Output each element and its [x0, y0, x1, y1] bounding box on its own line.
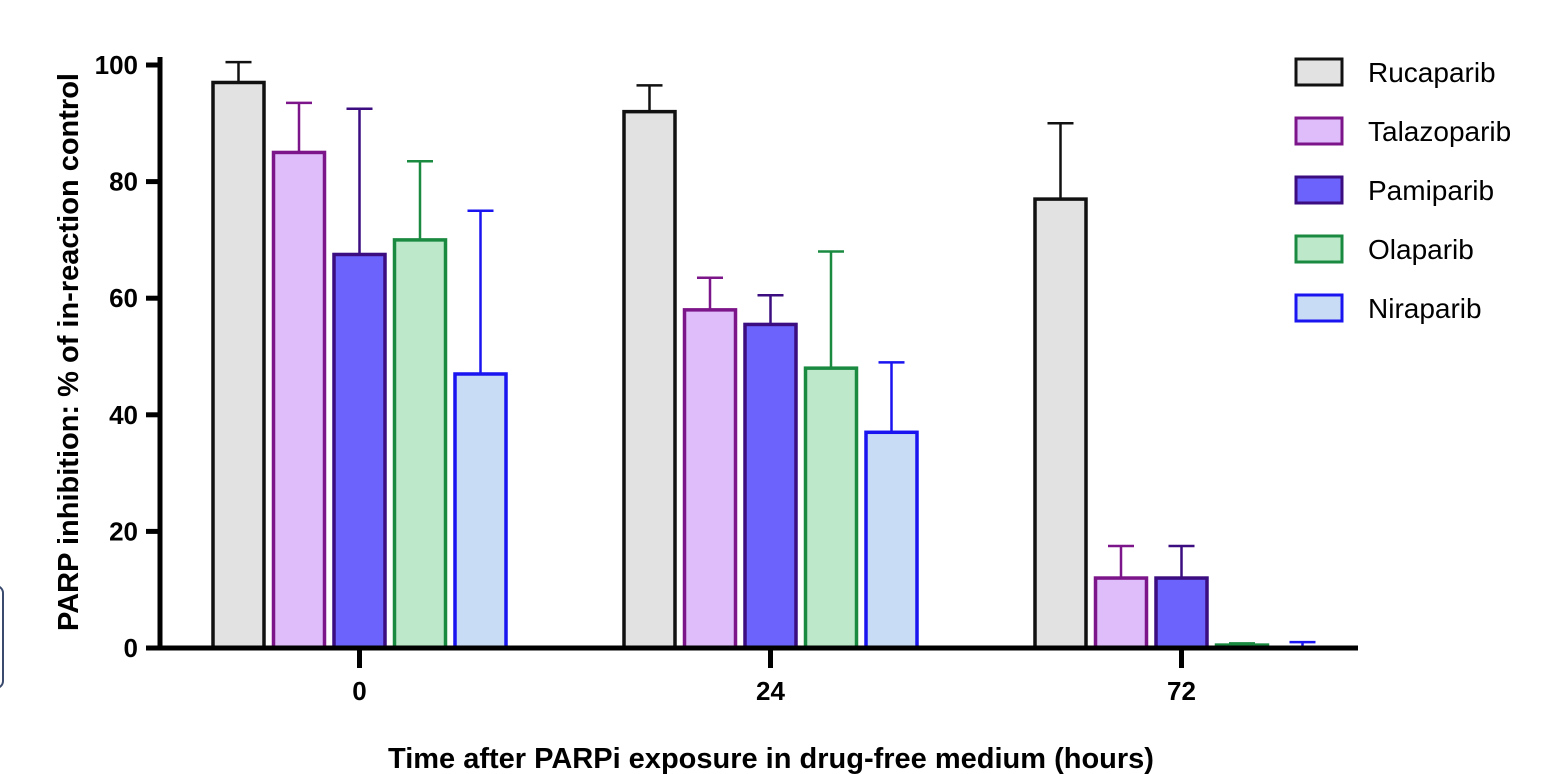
error-bar-olaparib-24 — [818, 250, 844, 369]
legend-label: Olaparib — [1368, 234, 1474, 265]
legend-item-olaparib: Olaparib — [1294, 234, 1474, 265]
bar-talazoparib-0 — [271, 150, 327, 650]
bar-pamiparib-72 — [1154, 576, 1209, 650]
legend-swatch — [1294, 234, 1344, 264]
bar-pamiparib-0 — [332, 252, 387, 650]
legend-swatch — [1294, 175, 1344, 205]
bar-rucaparib-0 — [211, 80, 266, 650]
y-tick-label-0: 0 — [124, 633, 138, 663]
bar-niraparib-0 — [453, 372, 508, 650]
error-bar-niraparib-24 — [878, 361, 905, 433]
error-bar-rucaparib-24 — [636, 84, 663, 112]
y-tick-label-60: 60 — [109, 283, 138, 313]
error-bars-layer — [225, 60, 1316, 648]
y-tick-label-40: 40 — [109, 400, 138, 430]
x-tick-label-0: 0 — [352, 676, 366, 706]
bar-olaparib-24 — [803, 366, 859, 650]
y-tick-label-20: 20 — [109, 516, 138, 546]
error-bar-talazoparib-0 — [286, 101, 312, 153]
legend-swatch — [1294, 116, 1344, 146]
error-bar-talazoparib-24 — [697, 276, 723, 310]
legend-label: Rucaparib — [1368, 57, 1496, 88]
legend-label: Niraparib — [1368, 293, 1482, 324]
legend: Rucaparib Talazoparib Pamiparib Olaparib Nir… — [1294, 57, 1511, 324]
bar-talazoparib-72 — [1093, 576, 1149, 650]
error-bar-pamiparib-24 — [757, 294, 784, 325]
y-tick-label-100: 100 — [95, 50, 138, 80]
legend-item-talazoparib: Talazoparib — [1294, 116, 1511, 147]
error-bar-talazoparib-72 — [1108, 544, 1134, 579]
error-bar-olaparib-72 — [1229, 642, 1255, 646]
bar-rucaparib-72 — [1033, 197, 1088, 650]
error-bar-niraparib-0 — [467, 209, 494, 374]
legend-swatch — [1294, 293, 1344, 323]
error-bar-rucaparib-0 — [225, 60, 252, 83]
legend-item-pamiparib: Pamiparib — [1294, 175, 1494, 206]
y-axis-title: PARP inhibition: % of in-reaction contro… — [53, 73, 85, 631]
x-axis-title: Time after PARPi exposure in drug-free m… — [388, 743, 1154, 774]
legend-item-rucaparib: Rucaparib — [1294, 57, 1496, 88]
error-bar-olaparib-0 — [407, 159, 433, 240]
legend-swatch — [1294, 57, 1344, 87]
y-ticks-layer: 0 20 40 60 80 100 — [95, 50, 160, 663]
error-bar-pamiparib-72 — [1168, 544, 1195, 579]
bar-rucaparib-24 — [622, 109, 677, 650]
bar-olaparib-0 — [392, 238, 448, 650]
bar-niraparib-24 — [864, 430, 919, 650]
legend-label: Pamiparib — [1368, 175, 1494, 206]
bar-talazoparib-24 — [682, 308, 738, 650]
bars-layer — [211, 80, 1270, 650]
error-bar-pamiparib-0 — [346, 107, 373, 255]
x-tick-label-24: 24 — [756, 676, 785, 706]
legend-item-niraparib: Niraparib — [1294, 293, 1482, 324]
x-ticks-layer: 0 24 72 — [352, 648, 1196, 706]
x-tick-label-72: 72 — [1167, 676, 1196, 706]
y-tick-label-80: 80 — [109, 167, 138, 197]
error-bar-rucaparib-72 — [1047, 122, 1074, 200]
bar-pamiparib-24 — [743, 322, 798, 650]
legend-label: Talazoparib — [1368, 116, 1511, 147]
